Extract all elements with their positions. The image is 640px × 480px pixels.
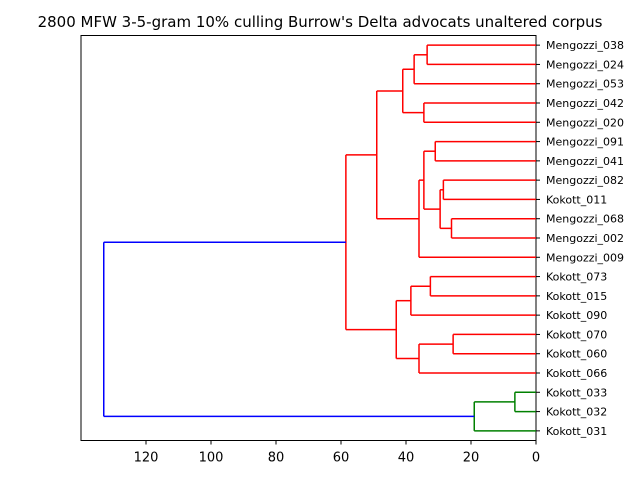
x-tick-label: 100 <box>199 451 224 466</box>
dendrogram-links <box>103 44 536 432</box>
x-tick-label: 80 <box>268 451 285 466</box>
leaf-labels: Mengozzi_038 Mengozzi_024 Mengozzi_053 Meng… <box>536 39 624 438</box>
leaf-label: Mengozzi_042 <box>546 97 624 110</box>
leaf-label: Mengozzi_068 <box>546 213 624 226</box>
leaf-label: Kokott_031 <box>546 425 607 438</box>
leaf-label: Mengozzi_038 <box>546 39 624 52</box>
leaf-label: Mengozzi_091 <box>546 136 624 149</box>
x-tick-label: 40 <box>398 451 415 466</box>
x-tick-label: 120 <box>134 451 159 466</box>
x-tick-label: 60 <box>333 451 350 466</box>
leaf-label: Mengozzi_041 <box>546 155 624 168</box>
leaf-label: Mengozzi_009 <box>546 251 624 264</box>
leaf-label: Kokott_032 <box>546 406 607 419</box>
leaf-label: Mengozzi_020 <box>546 116 624 129</box>
leaf-label: Kokott_015 <box>546 290 607 303</box>
leaf-label: Kokott_070 <box>546 328 607 341</box>
leaf-label: Kokott_073 <box>546 271 607 284</box>
x-tick-label: 20 <box>463 451 480 466</box>
leaf-label: Kokott_066 <box>546 367 607 380</box>
leaf-label: Kokott_090 <box>546 309 607 322</box>
leaf-label: Mengozzi_053 <box>546 78 624 91</box>
leaf-label: Mengozzi_082 <box>546 174 624 187</box>
x-tick-label: 0 <box>532 451 540 466</box>
leaf-label: Kokott_011 <box>546 193 607 206</box>
x-axis: 120 100 80 60 40 20 0 <box>134 440 540 466</box>
chart-title: 2800 MFW 3-5-gram 10% culling Burrow's D… <box>38 13 603 31</box>
leaf-label: Mengozzi_024 <box>546 58 624 71</box>
leaf-label: Mengozzi_002 <box>546 232 624 245</box>
leaf-label: Kokott_060 <box>546 348 607 361</box>
leaf-label: Kokott_033 <box>546 386 607 399</box>
